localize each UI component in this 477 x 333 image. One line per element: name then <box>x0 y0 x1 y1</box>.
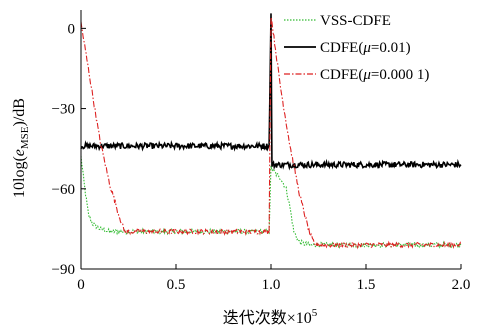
x-tick-label: 1.0 <box>262 277 281 293</box>
y-axis-label-prefix: 10log( <box>11 156 28 198</box>
y-axis-label-e: e <box>11 149 28 156</box>
legend-label-part: μ <box>362 40 371 56</box>
ticks: 0 0.5 1.0 1.5 2.0 0 −30 −60 −90 <box>52 21 471 293</box>
y-axis-label-suffix: )/dB <box>11 98 28 126</box>
legend-label-part: =0.01) <box>371 40 411 56</box>
x-tick-label: 2.0 <box>452 277 471 293</box>
legend-label-0: VSS-CDFE <box>320 13 391 29</box>
x-tick-label: 0 <box>77 277 85 293</box>
y-tick-label: −30 <box>52 102 75 118</box>
series-line-0 <box>80 155 462 250</box>
series-layer <box>80 13 462 250</box>
legend-label-part: =0.000 1) <box>371 67 429 83</box>
series-line-1 <box>80 13 462 171</box>
x-tick-label: 1.5 <box>357 277 376 293</box>
legend-label-part: CDFE( <box>320 67 363 83</box>
legend-label-2: CDFE(μ=0.000 1) <box>320 67 429 83</box>
y-axis-label: 10log(eMSE)/dB <box>11 98 31 198</box>
y-tick-label: −90 <box>52 262 75 278</box>
legend-label-part: VSS-CDFE <box>320 13 391 29</box>
x-axis-label-sup: 5 <box>312 307 318 319</box>
x-tick-label: 0.5 <box>167 277 186 293</box>
series-line-2 <box>80 17 462 250</box>
legend-label-part: μ <box>362 67 371 83</box>
legend-label-1: CDFE(μ=0.01) <box>320 40 411 56</box>
y-axis-label-sub: MSE <box>19 126 31 149</box>
y-tick-label: −60 <box>52 182 75 198</box>
x-axis-label: 迭代次数×105 <box>223 307 318 327</box>
y-tick-label: 0 <box>68 21 76 37</box>
x-axis-label-main: 迭代次数×10 <box>223 309 312 327</box>
legend-label-part: CDFE( <box>320 40 363 56</box>
